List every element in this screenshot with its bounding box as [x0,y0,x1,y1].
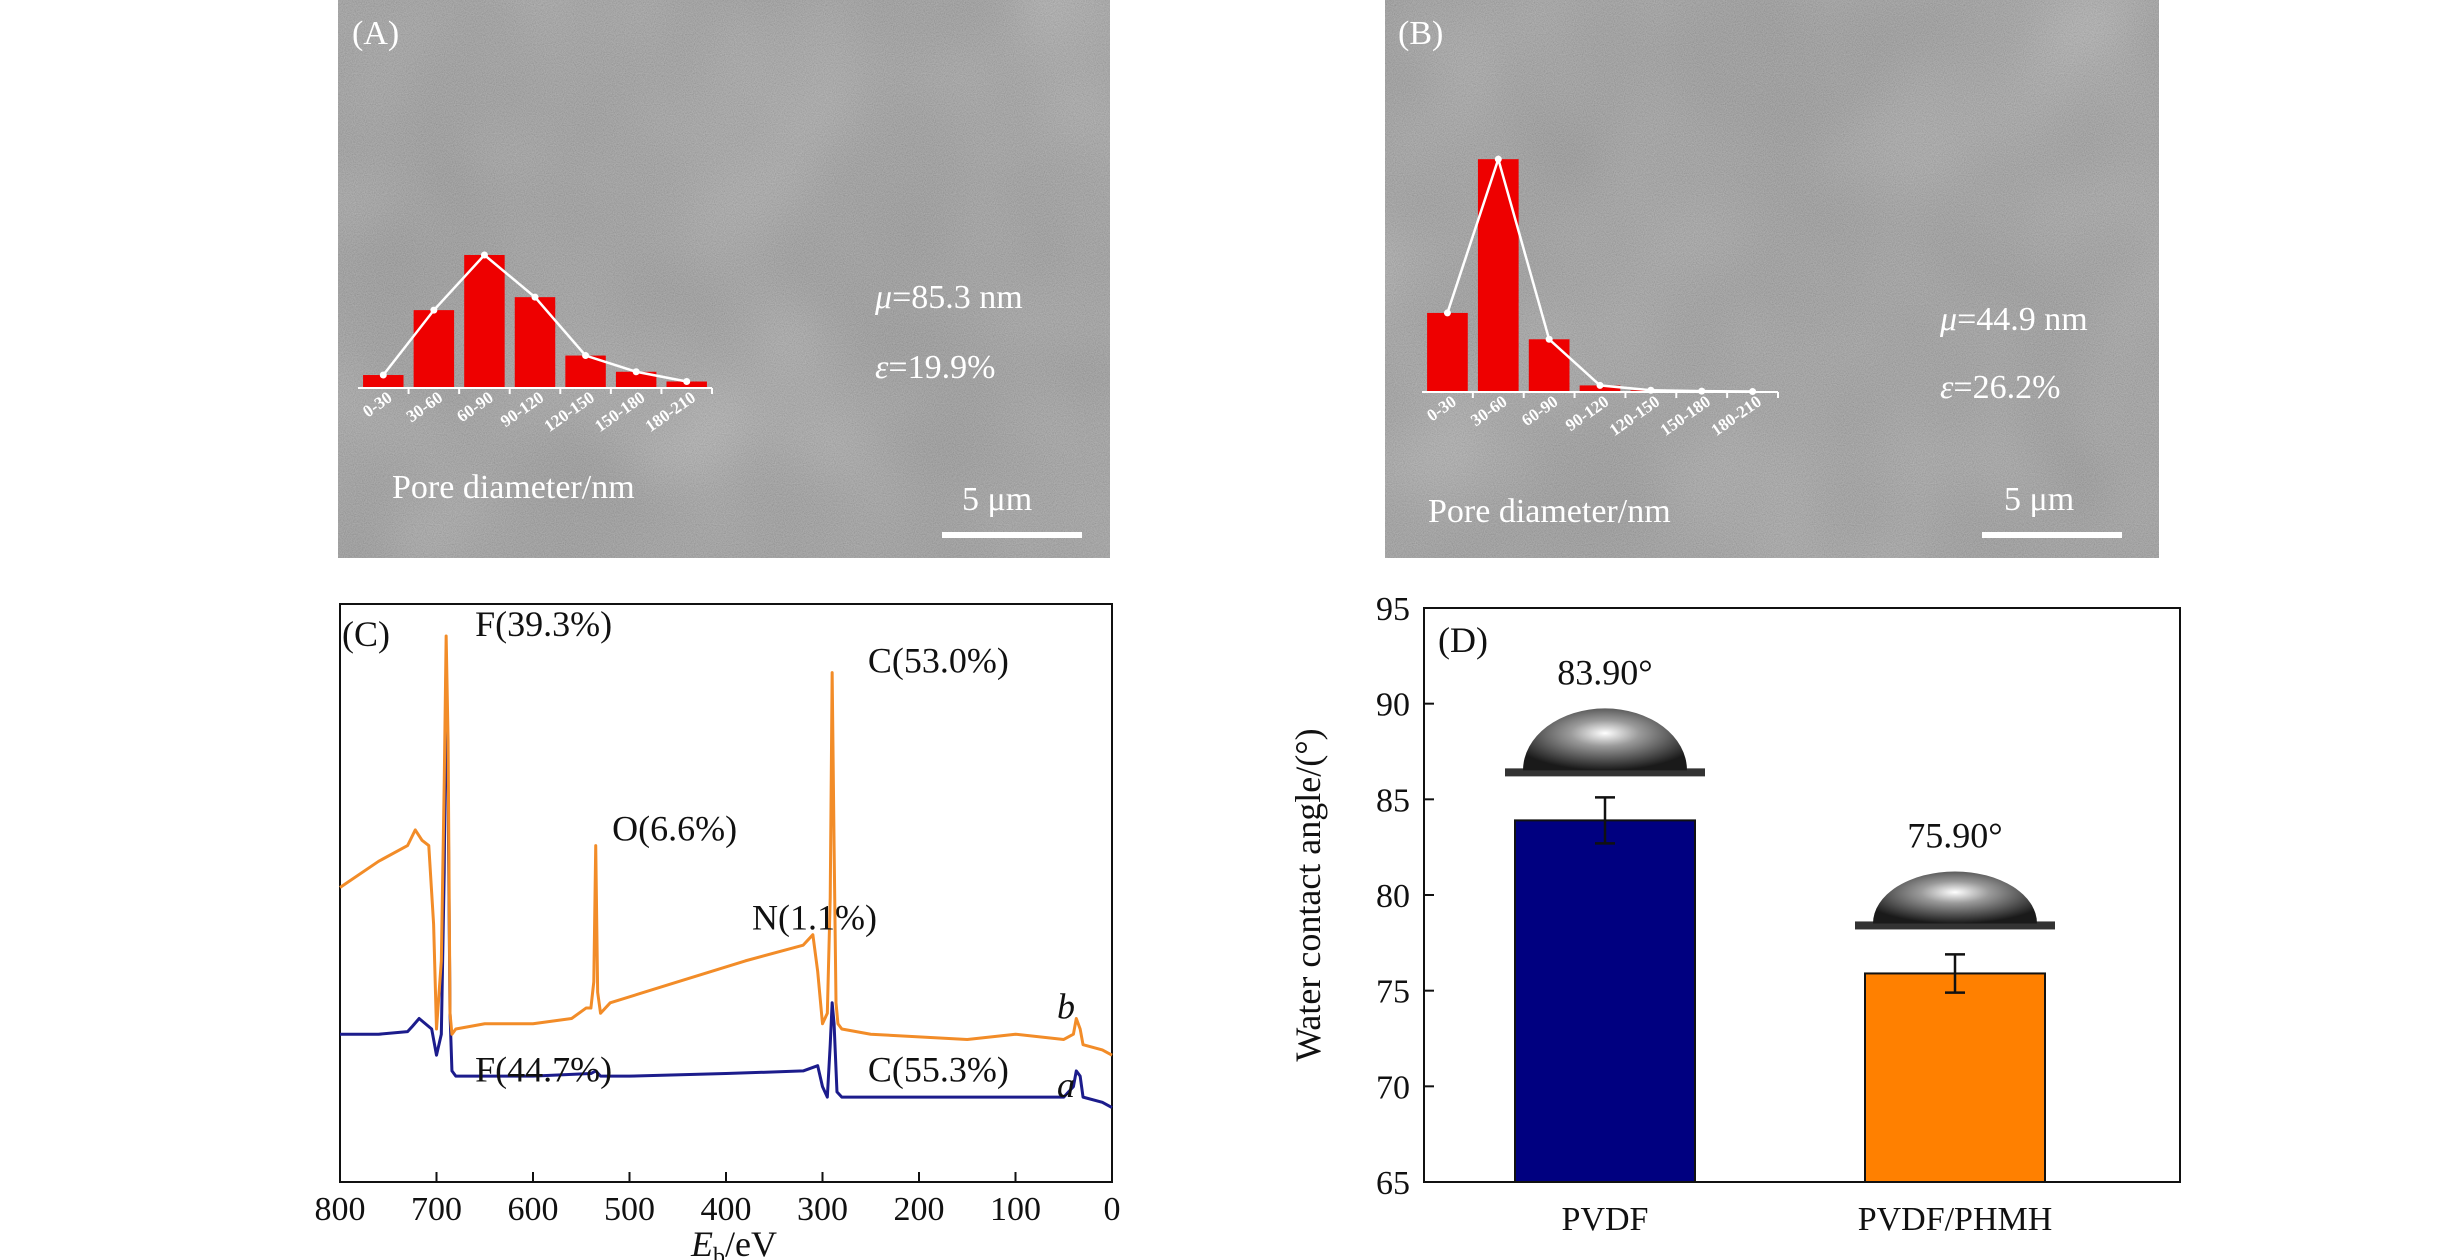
hist-a-xlabel: Pore diameter/nm [392,469,635,506]
mu-symbol-b: μ [1939,301,1957,338]
xps-tick-label: 500 [604,1191,655,1228]
xps-annotation: F(39.3%) [475,604,612,644]
eps-symbol-a: ε [875,349,889,386]
xps-annotation: b [1057,987,1075,1027]
contact-category-label: PVDF/PHMH [1858,1201,2053,1238]
scale-bar-label-b: 5 μm [2004,481,2074,518]
xps-annotation: F(44.7%) [475,1049,612,1089]
contact-category-label: PVDF [1562,1201,1649,1238]
xps-tick-label: 600 [508,1191,559,1228]
hist-point [1494,155,1502,163]
contact-tick-label: 80 [1376,878,1410,915]
hist-point [430,306,438,314]
contact-tick-label: 95 [1376,591,1410,628]
panel-label-b: (B) [1398,15,1443,52]
xps-annotation: N(1.1%) [752,897,877,937]
xps-tick-label: 300 [797,1191,848,1228]
stat-mu-a: μ=85.3 nm [874,279,1023,316]
contact-bar [1514,819,1696,1183]
xps-tick-label: 200 [894,1191,945,1228]
contact-tick-label: 85 [1376,782,1410,819]
hist-point [480,251,488,259]
hist-point [379,371,387,379]
xps-tick-label: 800 [315,1191,366,1228]
hist-point [582,352,590,360]
xps-series-b [339,634,1113,1057]
xps-frame [339,603,1113,1183]
panel-d: (D) 65 70 75 80 85 90 95 Water contact angle/(°… [1288,591,2181,1238]
scale-bar-label-a: 5 μm [962,481,1032,518]
hist-bar [1528,339,1570,392]
hist-point [1443,309,1451,317]
hist-a: 0-30 30-60 60-90 90-120120-150150-180180-21… [358,251,713,436]
panel-a: (A) 0-30 30-60 60-90 90-120120-150150-18018… [338,0,1110,558]
contact-value-label: 83.90° [1557,652,1652,692]
mu-value-b: =44.9 nm [1957,301,2088,338]
hist-point [683,378,691,386]
eps-value-a: =19.9% [888,349,995,386]
xps-tick-label: 100 [990,1191,1041,1228]
contact-value-label: 75.90° [1907,815,2002,855]
hist-point [1545,335,1553,343]
scale-bar-b [1982,532,2122,538]
contact-tick-label: 90 [1376,687,1410,724]
hist-bar [413,310,455,388]
droplet-image [1873,871,2037,924]
droplet-image [1522,708,1687,771]
contact-tick-label: 70 [1376,1069,1410,1106]
hist-point [632,368,640,376]
xps-annotation: C(53.0%) [868,641,1009,681]
xps-series-a [340,655,1113,1109]
contact-bar [1864,972,2046,1183]
xps-tick-label: 700 [411,1191,462,1228]
xps-annotation: a [1057,1065,1075,1105]
panel-c: (C) 800 700 600 500 400 300 200 100 0 Eb/eV F(39.3… [315,603,1121,1260]
hist-bar [363,375,404,388]
mu-symbol-a: μ [874,279,892,316]
eps-value-b: =26.2% [1953,369,2060,406]
xps-annotation: O(6.6%) [612,808,737,848]
stat-mu-b: μ=44.9 nm [1939,301,2088,338]
scale-bar-a [942,532,1082,538]
xps-xlabel-unit: /eV [725,1224,777,1260]
panel-label-c: (C) [342,614,390,654]
hist-point [531,293,539,301]
droplet-substrate [1505,768,1705,777]
hist-bar [1427,312,1468,392]
hist-bar [1477,159,1519,392]
hist-bar [615,371,657,388]
hist-bar [514,297,556,388]
mu-value-a: =85.3 nm [892,279,1023,316]
panel-label-d: (D) [1438,620,1488,660]
eps-symbol-b: ε [1940,369,1954,406]
hist-point [1596,381,1604,389]
contact-tick-label: 75 [1376,974,1410,1011]
hist-b-xlabel: Pore diameter/nm [1428,493,1671,530]
xps-annotation: C(55.3%) [868,1049,1009,1089]
panel-label-a: (A) [352,15,399,52]
xps-xlabel-subscript: b [713,1244,725,1260]
xps-tick-label: 0 [1104,1191,1121,1228]
stat-eps-a: ε=19.9% [875,349,995,386]
xps-xlabel: Eb/eV [690,1224,777,1260]
contact-ylabel: Water contact angle/(°) [1288,728,1328,1061]
droplet-substrate [1855,921,2055,930]
hist-bar [464,254,505,388]
contact-tick-label: 65 [1376,1165,1410,1202]
stat-eps-b: ε=26.2% [1940,369,2060,406]
xps-xlabel-symbol: E [690,1224,713,1260]
panel-b: (B) 0-30 30-60 60-90 90-120120-150150-18018… [1385,0,2159,558]
xps-tick-label: 400 [701,1191,752,1228]
